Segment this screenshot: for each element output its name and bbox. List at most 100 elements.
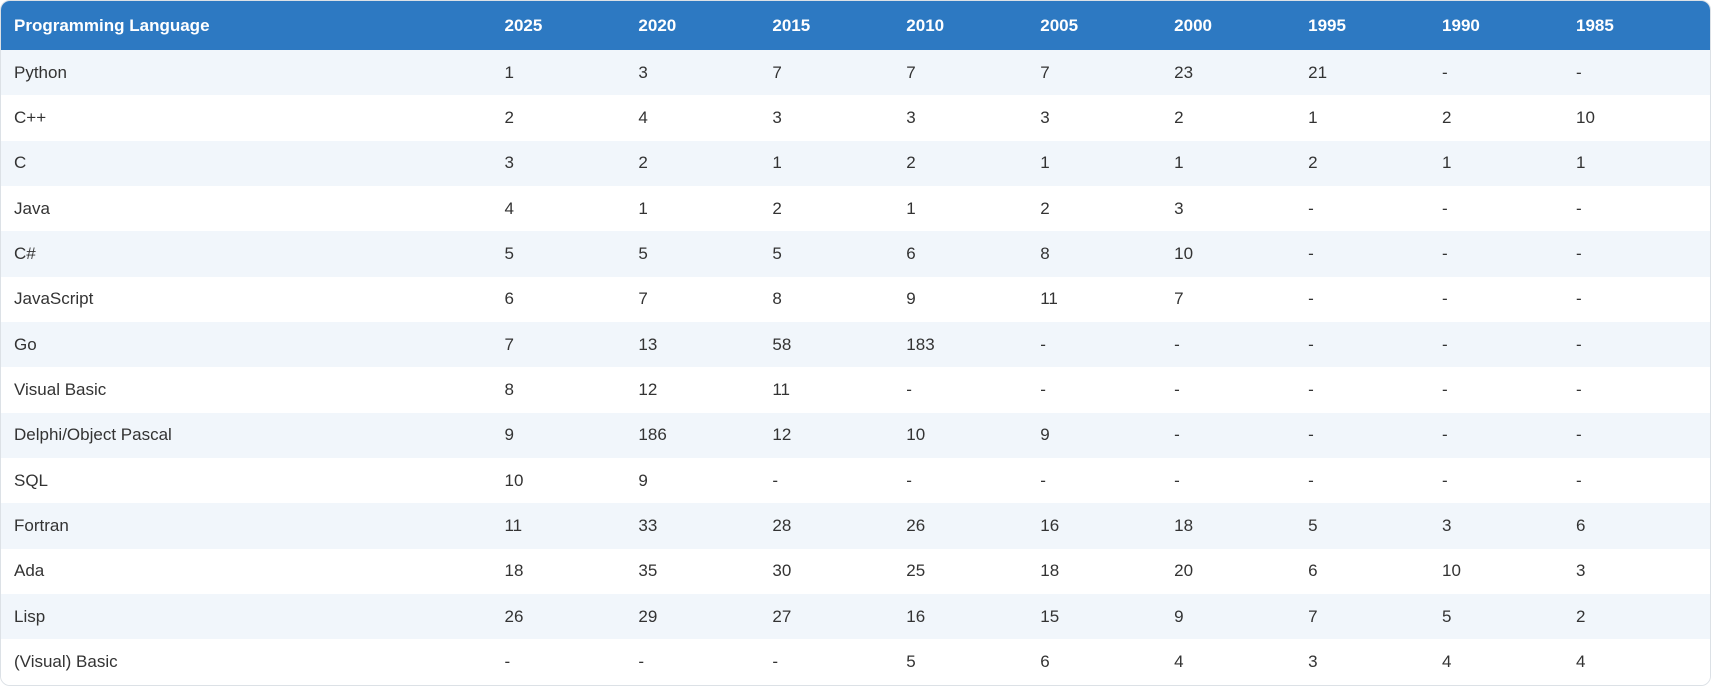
rank-cell: 1 (772, 153, 782, 173)
rank-cell: 3 (1308, 652, 1318, 672)
rank-cell: 18 (1040, 561, 1060, 581)
table-row: C# 5 5 5 6 8 10 - - - (1, 231, 1710, 277)
rank-cell: - (1040, 470, 1046, 490)
column-header-year-1990: 1990 (1442, 15, 1480, 35)
rank-cell: 1 (1040, 153, 1050, 173)
rank-cell: 7 (772, 62, 782, 82)
rank-cell: - (1442, 380, 1448, 400)
rank-cell: - (1575, 244, 1582, 264)
rank-cell: 26 (906, 516, 926, 536)
rank-cell: 3 (1575, 561, 1586, 581)
rank-cell: 12 (638, 380, 658, 400)
column-header-year-2025: 2025 (504, 15, 543, 35)
rank-cell: 3 (906, 108, 916, 128)
rank-cell: - (1308, 425, 1314, 445)
table-row: Ada 18 35 30 25 18 20 6 10 3 (1, 548, 1710, 595)
rank-cell: - (1575, 470, 1582, 490)
rank-cell: - (906, 470, 912, 490)
language-name-cell: C++ (14, 108, 47, 128)
rank-cell: - (1442, 334, 1448, 354)
rank-cell: 1 (1308, 108, 1318, 128)
rank-cell: 8 (504, 380, 514, 400)
language-name-cell: Go (14, 334, 37, 354)
rank-cell: 3 (772, 108, 782, 128)
language-name-cell: C (14, 153, 27, 173)
rank-cell: 186 (638, 425, 667, 445)
rank-cell: 10 (906, 425, 926, 445)
rank-cell: 3 (1442, 516, 1452, 536)
rank-cell: 2 (906, 153, 916, 173)
rank-cell: - (1575, 380, 1582, 400)
rank-cell: 6 (906, 244, 916, 264)
rank-cell: 3 (504, 153, 514, 173)
column-header-language: Programming Language (14, 15, 210, 35)
rank-cell: 9 (1174, 606, 1184, 626)
rank-cell: 8 (1040, 244, 1050, 264)
rank-cell: - (1174, 380, 1180, 400)
language-name-cell: Lisp (14, 606, 46, 626)
rank-cell: 3 (638, 62, 648, 82)
rank-cell: 6 (1040, 652, 1050, 672)
rank-cell: 2 (1575, 606, 1586, 626)
rank-cell: 7 (1040, 62, 1050, 82)
rank-cell: 8 (772, 289, 782, 309)
rank-cell: 6 (504, 289, 514, 309)
rank-cell: 35 (638, 561, 658, 581)
rank-cell: - (1174, 470, 1180, 490)
rank-cell: 18 (504, 561, 524, 581)
table-row: Go 7 13 58 183 - - - - - (1, 322, 1710, 368)
rank-cell: 21 (1308, 62, 1328, 82)
language-name-cell: C# (14, 244, 36, 264)
rank-cell: - (1174, 425, 1180, 445)
column-header-year-2020: 2020 (638, 15, 677, 35)
rank-cell: 26 (504, 606, 524, 626)
language-name-cell: JavaScript (14, 289, 94, 309)
rank-cell: 10 (1575, 108, 1595, 128)
column-header-year-1995: 1995 (1308, 15, 1346, 35)
rank-cell: 5 (638, 244, 648, 264)
rank-cell: - (1442, 289, 1448, 309)
table-row: JavaScript 6 7 8 9 11 7 - - - (1, 276, 1710, 323)
rank-cell: 9 (638, 470, 648, 490)
rank-cell: 16 (1040, 516, 1060, 536)
language-name-cell: Java (14, 198, 50, 218)
rank-cell: 1 (906, 198, 916, 218)
table-row: Java 4 1 2 1 2 3 - - - (1, 186, 1710, 232)
rank-cell: 2 (504, 108, 514, 128)
rank-cell: - (1575, 198, 1582, 218)
rank-cell: - (772, 652, 779, 672)
rank-cell: 9 (504, 425, 514, 445)
column-header-year-2000: 2000 (1174, 15, 1212, 35)
rank-cell: 29 (638, 606, 658, 626)
rank-cell: 11 (1040, 289, 1058, 309)
table-row: SQL 10 9 - - - - - - - (1, 458, 1710, 504)
rank-cell: 7 (1308, 606, 1318, 626)
rank-cell: 2 (638, 153, 648, 173)
rank-cell: 11 (504, 516, 523, 536)
rank-cell: 9 (1040, 425, 1050, 445)
header-row: Programming Language 2025 2020 2015 2010 2005… (1, 1, 1710, 50)
rank-cell: 7 (504, 334, 514, 354)
rank-cell: - (1308, 470, 1314, 490)
table-row: (Visual) Basic - - - 5 6 4 3 4 4 (1, 639, 1710, 685)
rank-cell: - (1442, 198, 1448, 218)
language-name-cell: Python (14, 62, 67, 82)
table-row: Visual Basic 8 12 11 - - - - - - (1, 367, 1710, 413)
rank-cell: - (1442, 470, 1448, 490)
rank-cell: - (1308, 334, 1314, 354)
rank-cell: 11 (772, 380, 791, 400)
rank-cell: - (1575, 62, 1582, 82)
rank-cell: - (1575, 425, 1582, 445)
rank-cell: - (1442, 62, 1448, 82)
rank-cell: 12 (772, 425, 792, 445)
table-body: Python 1 3 7 7 7 23 21- - C++ 2 4 3 3 3 2 1 2 10 C 3 2 1 2 1 1 2 1 1… (1, 50, 1710, 685)
rank-cell: 3 (1040, 108, 1050, 128)
rank-cell: 6 (1308, 561, 1318, 581)
rank-cell: - (1040, 380, 1046, 400)
language-name-cell: Ada (14, 561, 45, 581)
rank-cell: - (638, 652, 645, 672)
rank-cell: - (1308, 244, 1314, 264)
rank-cell: 7 (1174, 289, 1184, 309)
